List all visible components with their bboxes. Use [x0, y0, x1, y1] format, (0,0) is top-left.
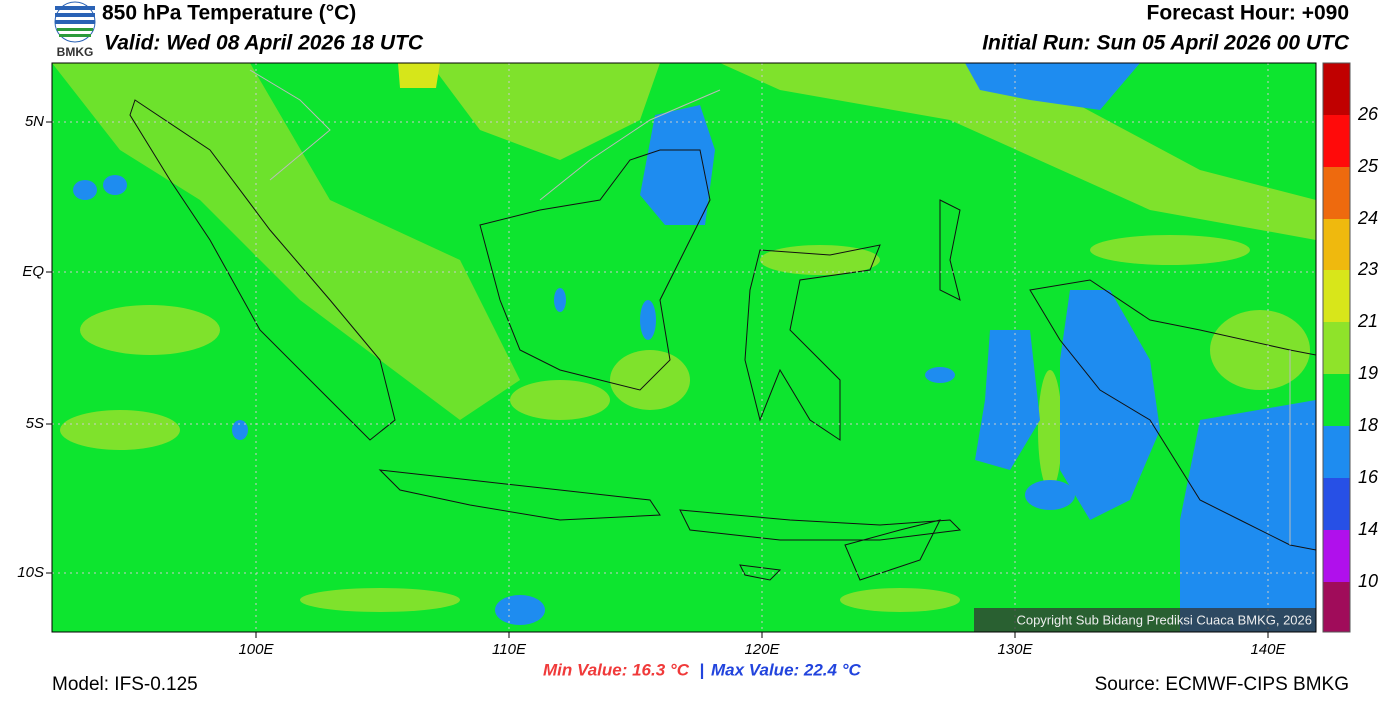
- colorbar-label: 24: [1357, 208, 1378, 228]
- colorbar-label: 14: [1358, 519, 1378, 539]
- lat-label: EQ: [22, 263, 44, 280]
- valid-time: Valid: Wed 08 April 2026 18 UTC: [104, 32, 424, 55]
- title: 850 hPa Temperature (°C): [102, 2, 356, 25]
- separator: |: [700, 660, 705, 679]
- lon-label: 100E: [238, 641, 274, 658]
- colorbar-label: 19: [1358, 363, 1378, 383]
- lon-label: 140E: [1250, 641, 1286, 658]
- source: Source: ECMWF-CIPS BMKG: [1095, 674, 1349, 695]
- max-value: Max Value: 22.4 °C: [711, 660, 862, 679]
- map: Copyright Sub Bidang Prediksi Cuaca BMKG…: [52, 63, 1316, 632]
- initial-run: Initial Run: Sun 05 April 2026 00 UTC: [982, 32, 1350, 55]
- logo-text: BMKG: [57, 45, 94, 59]
- copyright: Copyright Sub Bidang Prediksi Cuaca BMKG…: [1016, 612, 1312, 627]
- colorbar-label: 18: [1358, 415, 1378, 435]
- lon-label: 110E: [492, 641, 527, 658]
- map-frame: [51, 62, 1317, 633]
- colorbar-label: 16: [1358, 467, 1379, 487]
- colorbar-label: 21: [1357, 311, 1378, 331]
- lon-label: 130E: [997, 641, 1033, 658]
- lat-label: 5S: [26, 415, 44, 432]
- colorbar: [1322, 62, 1351, 633]
- model: Model: IFS-0.125: [52, 674, 198, 695]
- lat-label: 5N: [25, 113, 44, 130]
- colorbar-label: 26: [1357, 104, 1379, 124]
- forecast-hour: Forecast Hour: +090: [1147, 2, 1350, 25]
- min-value: Min Value: 16.3 °C: [543, 660, 690, 679]
- lon-label: 120E: [744, 641, 780, 658]
- colorbar-label: 10: [1358, 571, 1378, 591]
- colorbar-label: 23: [1357, 259, 1378, 279]
- colorbar-label: 25: [1357, 156, 1379, 176]
- logo: BMKG: [54, 1, 96, 59]
- lat-label: 10S: [17, 564, 44, 581]
